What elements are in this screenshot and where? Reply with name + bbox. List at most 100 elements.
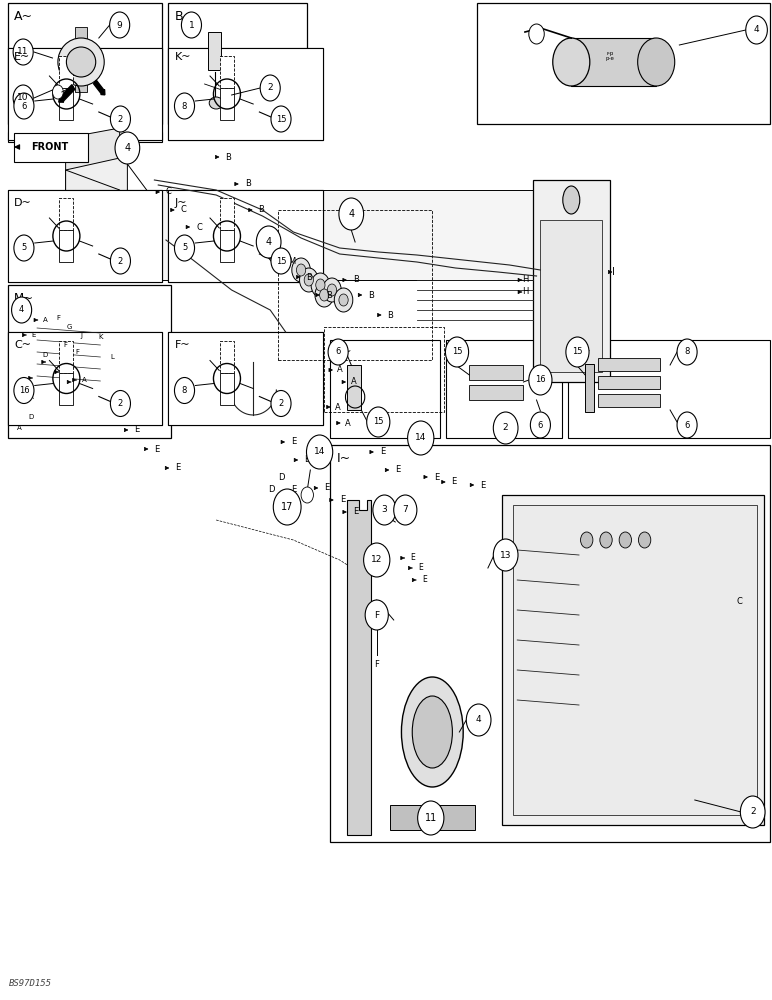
Text: 15: 15	[452, 348, 462, 357]
Text: E: E	[353, 508, 358, 516]
Circle shape	[529, 365, 552, 395]
Text: 4: 4	[348, 209, 354, 219]
Bar	[168, 332, 323, 425]
Text: 2: 2	[118, 256, 123, 265]
Bar	[513, 505, 757, 815]
Text: D: D	[279, 474, 285, 483]
Text: A: A	[350, 377, 356, 386]
Bar	[446, 340, 562, 438]
Bar	[8, 332, 162, 425]
Text: C: C	[736, 597, 743, 606]
Circle shape	[110, 106, 130, 132]
Text: H~: H~	[574, 347, 592, 357]
Text: M~: M~	[14, 292, 34, 305]
Bar	[168, 190, 323, 282]
Ellipse shape	[401, 677, 463, 787]
Text: L~: L~	[337, 347, 352, 357]
Bar	[8, 3, 162, 124]
Text: A~: A~	[14, 10, 33, 23]
Text: 2: 2	[279, 399, 283, 408]
Text: 8: 8	[685, 348, 689, 357]
Text: 13: 13	[500, 550, 511, 560]
Text: F: F	[75, 349, 80, 355]
Bar	[571, 38, 656, 86]
Text: A: A	[337, 365, 343, 374]
Text: B~: B~	[174, 10, 194, 23]
Text: F: F	[63, 342, 68, 348]
Circle shape	[581, 532, 593, 548]
Circle shape	[600, 532, 612, 548]
Text: H: H	[522, 275, 528, 284]
Ellipse shape	[66, 47, 96, 77]
Text: E: E	[340, 495, 345, 504]
Text: C: C	[166, 188, 172, 196]
Circle shape	[174, 93, 195, 119]
Text: 16: 16	[535, 375, 546, 384]
Circle shape	[271, 106, 291, 132]
Text: J~: J~	[174, 198, 187, 208]
Circle shape	[181, 12, 201, 38]
Text: B: B	[326, 290, 332, 300]
Text: E: E	[324, 484, 330, 492]
Text: E: E	[395, 466, 401, 475]
Text: A: A	[335, 402, 340, 412]
Circle shape	[14, 378, 34, 404]
Text: B: B	[353, 275, 359, 284]
Circle shape	[566, 337, 589, 367]
Circle shape	[373, 495, 396, 525]
Text: 15: 15	[373, 418, 384, 426]
Text: A: A	[345, 418, 350, 428]
Bar	[59, 341, 73, 373]
Text: M: M	[288, 257, 296, 266]
Text: B: B	[306, 272, 313, 282]
Text: E: E	[422, 576, 427, 584]
Circle shape	[334, 288, 353, 312]
Bar	[533, 180, 610, 382]
Circle shape	[408, 421, 434, 455]
Bar	[208, 32, 221, 70]
Circle shape	[365, 600, 388, 630]
Circle shape	[271, 248, 291, 274]
Text: F: F	[374, 660, 379, 669]
Text: 8: 8	[182, 386, 187, 395]
Text: C~: C~	[14, 340, 31, 350]
Circle shape	[110, 248, 130, 274]
Bar	[540, 220, 602, 372]
Text: H: H	[522, 288, 528, 296]
Text: 5: 5	[22, 243, 26, 252]
Text: C: C	[196, 223, 202, 232]
Bar	[8, 285, 171, 438]
Text: F: F	[56, 315, 60, 321]
Circle shape	[746, 16, 767, 44]
Circle shape	[296, 264, 306, 276]
Text: B: B	[272, 232, 278, 241]
Circle shape	[174, 235, 195, 261]
Circle shape	[445, 337, 469, 367]
Polygon shape	[66, 140, 127, 238]
Circle shape	[110, 12, 130, 38]
Ellipse shape	[58, 38, 104, 86]
Bar	[220, 198, 234, 230]
Text: J: J	[275, 257, 278, 266]
Text: G: G	[67, 324, 72, 330]
Text: E: E	[134, 426, 140, 434]
Text: 6: 6	[22, 102, 26, 111]
Bar	[568, 340, 770, 438]
Circle shape	[315, 283, 334, 307]
Bar	[168, 3, 307, 124]
Text: I~: I~	[337, 452, 350, 465]
Bar	[598, 394, 660, 407]
Text: D: D	[42, 352, 47, 358]
Text: 15: 15	[572, 348, 583, 357]
Bar	[585, 364, 594, 412]
Circle shape	[339, 198, 364, 230]
Text: E: E	[291, 486, 296, 494]
FancyArrow shape	[59, 85, 75, 102]
Text: B: B	[368, 290, 374, 300]
Text: 17: 17	[281, 502, 293, 512]
Text: B: B	[225, 152, 232, 161]
Bar	[220, 88, 234, 120]
Bar	[220, 341, 234, 373]
Text: F: F	[282, 257, 286, 266]
Bar	[324, 327, 444, 412]
